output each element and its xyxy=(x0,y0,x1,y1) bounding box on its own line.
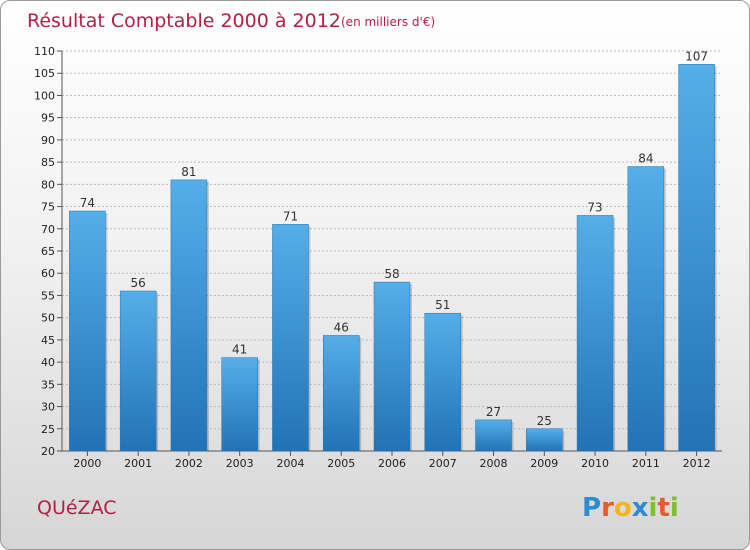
y-tick-label: 105 xyxy=(34,67,55,80)
chart-subtitle: (en milliers d'€) xyxy=(341,15,435,29)
logo-letter: i xyxy=(670,493,679,523)
x-tick-label-2002: 2002 xyxy=(175,457,203,470)
bar-2012 xyxy=(678,64,715,452)
town-name: QUéZAC xyxy=(37,497,117,519)
bar-2009 xyxy=(526,428,563,452)
y-tick-label: 65 xyxy=(41,245,55,258)
y-tick-label: 25 xyxy=(41,423,55,436)
y-tick-label: 80 xyxy=(41,178,55,191)
x-tick-label-2006: 2006 xyxy=(378,457,406,470)
y-tick-label: 60 xyxy=(41,267,55,280)
x-tick-label-2003: 2003 xyxy=(226,457,254,470)
bar-2000 xyxy=(69,210,106,452)
value-label-2008: 27 xyxy=(486,405,501,419)
x-tick-label-2012: 2012 xyxy=(683,457,711,470)
value-label-2000: 74 xyxy=(80,196,95,210)
x-tick-label-2011: 2011 xyxy=(632,457,660,470)
y-tick-label: 100 xyxy=(34,89,55,102)
x-tick-label-2001: 2001 xyxy=(124,457,152,470)
x-tick-label-2009: 2009 xyxy=(530,457,558,470)
y-tick-label: 95 xyxy=(41,112,55,125)
bar-2007 xyxy=(424,312,462,452)
y-tick-label: 30 xyxy=(41,401,55,414)
y-tick-label: 45 xyxy=(41,334,55,347)
logo-letter: i xyxy=(649,493,658,523)
y-tick-label: 35 xyxy=(41,378,55,391)
value-label-2006: 58 xyxy=(384,267,399,281)
logo-letter: r xyxy=(601,493,614,523)
bar-2004 xyxy=(272,224,309,452)
proxiti-logo: Proxiti xyxy=(582,493,679,523)
bar-layer xyxy=(69,64,717,452)
bar-2003 xyxy=(221,357,258,452)
logo-letter: P xyxy=(582,493,601,523)
bar-2008 xyxy=(475,419,512,452)
bar-2011 xyxy=(627,166,665,452)
bar-2006 xyxy=(373,281,411,452)
value-label-2003: 41 xyxy=(232,343,247,357)
y-tick-label: 90 xyxy=(41,134,55,147)
x-tick-label-2000: 2000 xyxy=(73,457,101,470)
bar-2005 xyxy=(322,335,360,452)
value-label-2001: 56 xyxy=(131,276,146,290)
logo-letter: o xyxy=(614,493,632,523)
y-tick-label: 85 xyxy=(41,156,55,169)
x-tick-label-2007: 2007 xyxy=(429,457,457,470)
y-tick-label: 20 xyxy=(41,445,55,458)
value-label-2002: 81 xyxy=(181,165,196,179)
value-label-2012: 107 xyxy=(685,49,708,63)
label-layer: 20 25 30 35 40 45 50 55 60 65 70 75 80 85 90 95 100 105 11… xyxy=(34,45,711,470)
x-tick-label-2004: 2004 xyxy=(276,457,304,470)
chart-title: Résultat Comptable 2000 à 2012 xyxy=(27,10,341,32)
y-tick-label: 110 xyxy=(34,45,55,58)
y-tick-label: 50 xyxy=(41,312,55,325)
y-tick-label: 75 xyxy=(41,201,55,214)
x-tick-label-2008: 2008 xyxy=(480,457,508,470)
value-label-2011: 84 xyxy=(638,152,653,166)
y-tick-label: 40 xyxy=(41,356,55,369)
value-label-2010: 73 xyxy=(587,200,602,214)
logo-letter: x xyxy=(632,493,649,523)
y-tick-label: 55 xyxy=(41,289,55,302)
value-label-2004: 71 xyxy=(283,209,298,223)
value-label-2009: 25 xyxy=(537,414,552,428)
x-tick-label-2005: 2005 xyxy=(327,457,355,470)
bar-2002 xyxy=(170,179,208,452)
bar-2010 xyxy=(576,215,614,452)
bar-2001 xyxy=(119,290,157,452)
value-label-2007: 51 xyxy=(435,298,450,312)
y-tick-label: 70 xyxy=(41,223,55,236)
logo-letter: t xyxy=(657,493,669,523)
value-label-2005: 46 xyxy=(334,320,349,334)
x-tick-label-2010: 2010 xyxy=(581,457,609,470)
